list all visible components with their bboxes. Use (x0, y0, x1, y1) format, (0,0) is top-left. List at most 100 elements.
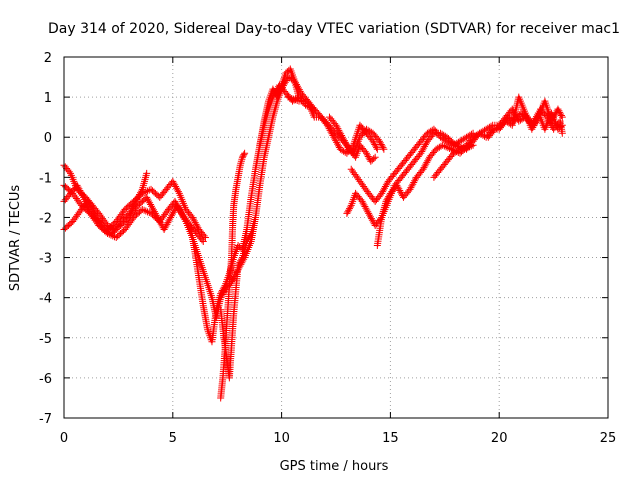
data-point (155, 217, 163, 225)
y-tick-label: -3 (39, 252, 52, 267)
y-tick-label: -7 (39, 412, 52, 427)
data-point (243, 238, 251, 246)
data-point (364, 152, 372, 160)
data-point (92, 213, 100, 221)
data-point (382, 197, 390, 205)
data-point (244, 236, 252, 244)
data-point (153, 213, 161, 221)
data-point (240, 151, 248, 159)
data-point (146, 199, 154, 207)
data-point (150, 208, 158, 216)
data-point (138, 189, 146, 197)
data-point (96, 220, 104, 228)
data-point (90, 208, 98, 216)
data-point (378, 142, 386, 150)
data-point (79, 192, 87, 200)
data-point (555, 107, 563, 115)
data-point (235, 260, 243, 268)
x-tick-label: 15 (382, 431, 399, 446)
data-point (103, 227, 111, 235)
data-point (217, 290, 225, 298)
data-point (145, 197, 153, 205)
data-point (90, 209, 98, 217)
data-point (380, 145, 388, 153)
data-point (383, 196, 391, 204)
data-point (440, 142, 448, 150)
data-point (384, 194, 392, 202)
data-point (148, 202, 156, 210)
data-point (94, 217, 102, 225)
data-point (97, 222, 105, 230)
data-point (91, 211, 99, 219)
data-point (370, 139, 378, 147)
data-point (180, 214, 188, 222)
data-point (345, 205, 353, 213)
data-point (174, 203, 182, 211)
data-point (376, 137, 384, 145)
data-point (554, 105, 562, 113)
data-point (143, 193, 151, 201)
data-point (143, 169, 151, 177)
data-point (175, 205, 183, 213)
data-point (144, 195, 152, 203)
data-point (509, 116, 517, 124)
data-point (237, 257, 245, 265)
data-point (372, 142, 380, 150)
data-point (373, 145, 381, 153)
data-point (442, 143, 450, 151)
data-point (236, 258, 244, 266)
data-point (557, 110, 565, 118)
data-point (371, 140, 379, 148)
data-point (142, 188, 150, 196)
data-point (156, 218, 164, 226)
data-point (372, 144, 380, 152)
data-point (106, 229, 114, 237)
data-point (144, 208, 152, 216)
x-axis-ticks: 0 5 10 15 20 25 (60, 57, 616, 446)
data-point (558, 113, 566, 121)
data-point (138, 205, 146, 213)
data-point (245, 234, 253, 242)
data-point (363, 151, 371, 159)
x-tick-label: 0 (60, 431, 68, 446)
data-point (439, 141, 447, 149)
x-axis-label: GPS time / hours (280, 459, 389, 474)
data-point (291, 96, 299, 104)
data-point (65, 168, 73, 176)
data-point (269, 85, 277, 93)
data-point (234, 262, 242, 270)
data-point (151, 209, 159, 217)
data-point (376, 139, 384, 147)
data-point (198, 236, 206, 244)
data-point (140, 189, 148, 197)
data-point (370, 155, 378, 163)
data-point (556, 108, 564, 116)
data-point (444, 144, 452, 152)
data-point (341, 148, 349, 156)
data-point (95, 218, 103, 226)
data-point (344, 208, 352, 216)
data-point (178, 210, 186, 218)
y-tick-label: -4 (39, 292, 52, 307)
data-point (218, 286, 226, 294)
data-point (290, 95, 298, 103)
data-point (154, 215, 162, 223)
data-point (176, 207, 184, 215)
data-point (93, 215, 101, 223)
data-point (447, 145, 455, 153)
data-point (99, 225, 107, 233)
y-tick-label: -6 (39, 372, 52, 387)
data-point (251, 213, 259, 221)
data-point (181, 216, 189, 224)
data-point (173, 201, 181, 209)
x-tick-label: 20 (491, 431, 508, 446)
data-point (145, 186, 153, 194)
data-point (101, 226, 109, 234)
data-point (238, 255, 246, 263)
x-tick-label: 25 (600, 431, 617, 446)
y-axis-label: SDTVAR / TECUs (8, 185, 23, 292)
data-point (379, 144, 387, 152)
data-point (288, 94, 296, 102)
data-point (148, 204, 156, 212)
